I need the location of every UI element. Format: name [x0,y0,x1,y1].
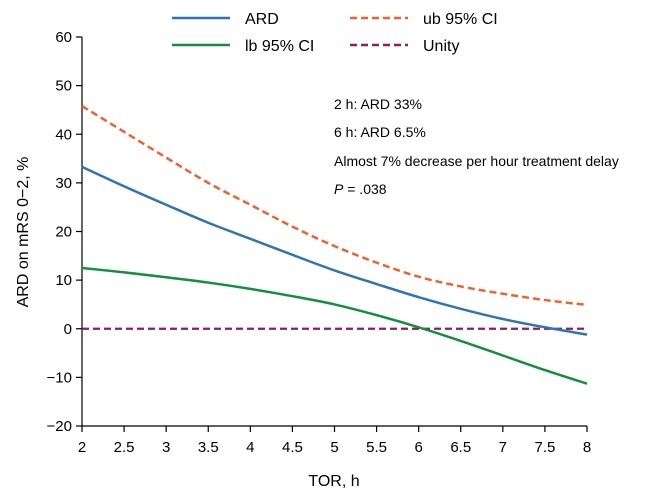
p-value: = .038 [343,181,386,197]
y-tick-label: 30 [55,175,72,192]
y-tick-label: −20 [47,418,72,435]
series-line-lb-95-ci [81,266,588,385]
x-tick-label: 4.5 [282,439,303,456]
annotations: 2 h: ARD 33% 6 h: ARD 6.5% Almost 7% dec… [334,96,619,197]
axes: −20 −10 0 10 20 30 40 50 60 2 2.5 3 3.5 4 4.5 5 5.5 6 6.5… [47,29,592,456]
series-group [81,104,588,385]
annotation-decrease: Almost 7% decrease per hour treatment de… [334,153,619,169]
y-ticks: −20 −10 0 10 20 30 40 50 60 [47,29,82,435]
series-line-ard [81,165,588,336]
y-tick-label: −10 [47,369,72,386]
y-tick-label: 40 [55,126,72,143]
annotation-6h: 6 h: ARD 6.5% [334,124,426,140]
y-tick-label: 50 [55,78,72,95]
x-axis-title: TOR, h [308,473,359,490]
x-tick-label: 8 [583,439,591,456]
x-tick-label: 5 [330,439,338,456]
annotation-2h: 2 h: ARD 33% [334,96,422,112]
series-line-ub-95-ci [81,104,588,307]
x-tick-label: 2 [78,439,86,456]
x-tick-label: 3.5 [198,439,219,456]
legend: ARD ub 95% CI lb 95% CI Unity [172,11,498,55]
y-axis-title: ARD on mRS 0−2, % [15,157,32,308]
legend-label-ard: ARD [245,11,279,28]
x-tick-label: 6.5 [450,439,471,456]
legend-label-lb: lb 95% CI [245,38,314,55]
annotation-p-value: P = .038 [334,181,387,197]
x-ticks: 2 2.5 3 3.5 4 4.5 5 5.5 6 6.5 7 7.5 8 [78,426,591,456]
y-tick-label: 0 [64,321,72,338]
p-symbol: P [334,181,344,197]
legend-label-ub: ub 95% CI [423,11,498,28]
x-tick-label: 7.5 [534,439,555,456]
legend-label-unity: Unity [423,38,459,55]
x-tick-label: 5.5 [366,439,387,456]
y-tick-label: 60 [55,29,72,46]
y-tick-label: 10 [55,272,72,289]
x-tick-label: 7 [499,439,507,456]
y-tick-label: 20 [55,224,72,241]
x-tick-label: 3 [162,439,170,456]
x-tick-label: 4 [246,439,254,456]
x-tick-label: 6 [414,439,422,456]
x-tick-label: 2.5 [114,439,135,456]
